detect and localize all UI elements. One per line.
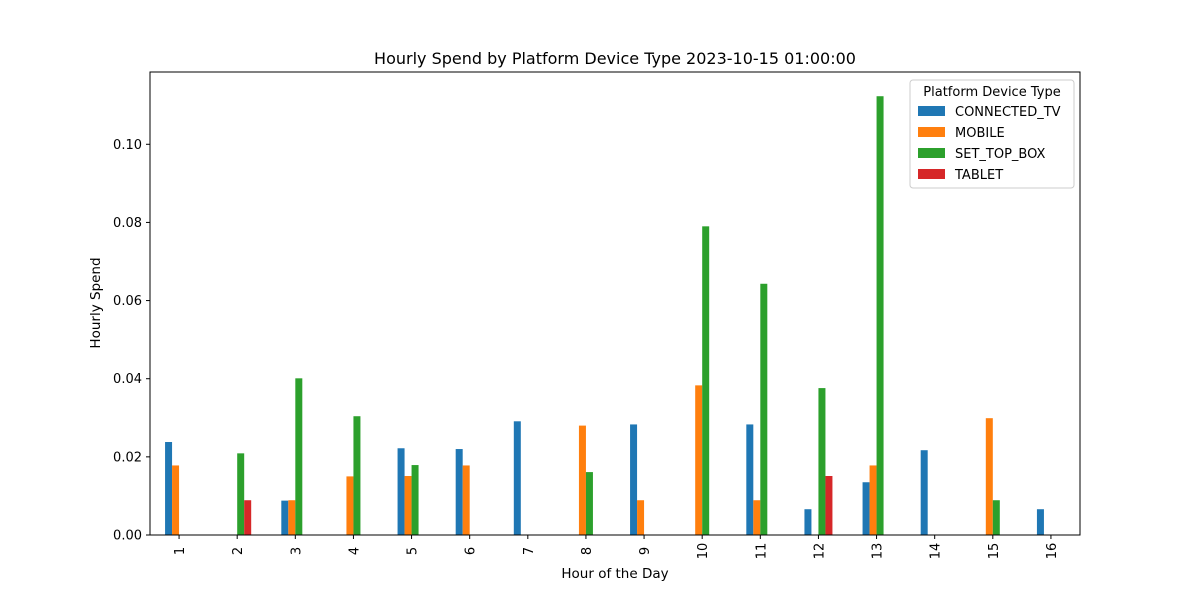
x-tick-label: 13 <box>871 543 886 560</box>
bar-connected-tv-3 <box>281 500 289 535</box>
x-tick-label: 12 <box>812 543 827 560</box>
legend-swatch-mobile <box>918 127 945 137</box>
bar-connected-tv-1 <box>165 442 173 535</box>
bar-tablet-2 <box>244 500 252 535</box>
bar-mobile-9 <box>637 500 645 535</box>
bar-connected-tv-16 <box>1036 509 1044 535</box>
bar-set-top-box-3 <box>295 378 303 535</box>
y-tick-label: 0.08 <box>113 216 142 231</box>
bar-tablet-12 <box>825 476 833 535</box>
chart-title: Hourly Spend by Platform Device Type 202… <box>374 49 856 68</box>
bar-connected-tv-12 <box>804 509 812 535</box>
bar-mobile-13 <box>869 465 877 535</box>
x-tick-label: 16 <box>1045 543 1060 560</box>
x-tick-label: 2 <box>231 547 246 555</box>
y-ticks: 0.00 0.02 0.04 0.06 0.08 0.10 <box>113 138 150 544</box>
y-tick-label: 0.10 <box>113 138 142 153</box>
bar-mobile-6 <box>462 465 470 535</box>
bar-set-top-box-10 <box>702 226 710 535</box>
legend-items: CONNECTED_TV MOBILE SET_TOP_BOX TABLET <box>918 105 1061 183</box>
bar-set-top-box-12 <box>818 388 826 535</box>
bar-mobile-3 <box>288 500 296 535</box>
x-tick-label: 8 <box>580 547 595 555</box>
bar-set-top-box-5 <box>411 465 419 535</box>
x-tick-label: 9 <box>638 547 653 555</box>
x-tick-label: 7 <box>522 547 537 555</box>
bars-group <box>165 96 1044 535</box>
legend-swatch-tablet <box>918 169 945 179</box>
x-tick-label: 6 <box>464 547 479 555</box>
bar-connected-tv-5 <box>397 448 405 535</box>
bar-mobile-5 <box>404 476 412 535</box>
y-tick-label: 0.00 <box>113 529 142 544</box>
x-tick-label: 10 <box>696 543 711 560</box>
legend-swatch-connected-tv <box>918 106 945 116</box>
bar-connected-tv-11 <box>746 424 754 535</box>
bar-set-top-box-2 <box>237 453 245 535</box>
legend-box <box>909 79 1075 189</box>
bar-mobile-1 <box>172 465 180 535</box>
x-tick-label: 14 <box>929 543 944 560</box>
x-tick-label: 11 <box>754 543 769 560</box>
bar-set-top-box-15 <box>992 500 1000 535</box>
plot-frame <box>149 71 1081 536</box>
bar-set-top-box-8 <box>585 472 593 535</box>
legend: Platform Device Type CONNECTED_TV MOBILE S… <box>909 79 1075 189</box>
bar-mobile-4 <box>346 476 354 535</box>
y-tick-label: 0.06 <box>113 294 142 309</box>
legend-label-set-top-box: SET_TOP_BOX <box>955 147 1046 162</box>
x-tick-label: 4 <box>347 547 362 555</box>
bar-connected-tv-14 <box>920 450 928 535</box>
legend-label-connected-tv: CONNECTED_TV <box>955 105 1061 120</box>
y-axis-label: Hourly Spend <box>88 257 104 348</box>
bar-mobile-15 <box>985 418 993 535</box>
bar-set-top-box-11 <box>760 283 768 535</box>
legend-label-mobile: MOBILE <box>955 126 1005 141</box>
x-tick-label: 1 <box>173 547 188 555</box>
bar-connected-tv-9 <box>630 424 638 535</box>
bar-mobile-11 <box>753 500 761 535</box>
bar-connected-tv-13 <box>862 482 870 535</box>
x-tick-label: 15 <box>987 543 1002 560</box>
bar-set-top-box-13 <box>876 96 884 535</box>
x-axis-label: Hour of the Day <box>561 566 668 582</box>
legend-title: Platform Device Type <box>923 85 1060 100</box>
x-tick-label: 5 <box>406 547 421 555</box>
bar-connected-tv-6 <box>455 449 463 535</box>
x-tick-label: 3 <box>289 547 304 555</box>
bar-mobile-8 <box>578 425 586 535</box>
y-tick-label: 0.04 <box>113 372 142 387</box>
x-ticks: 1 2 3 4 5 6 7 8 9 10 11 12 13 14 15 16 <box>173 535 1060 559</box>
bar-set-top-box-4 <box>353 416 361 535</box>
bar-connected-tv-7 <box>513 421 521 535</box>
bar-mobile-10 <box>695 385 703 535</box>
legend-label-tablet: TABLET <box>954 168 1003 183</box>
y-tick-label: 0.02 <box>113 450 142 465</box>
legend-swatch-set-top-box <box>918 148 945 158</box>
